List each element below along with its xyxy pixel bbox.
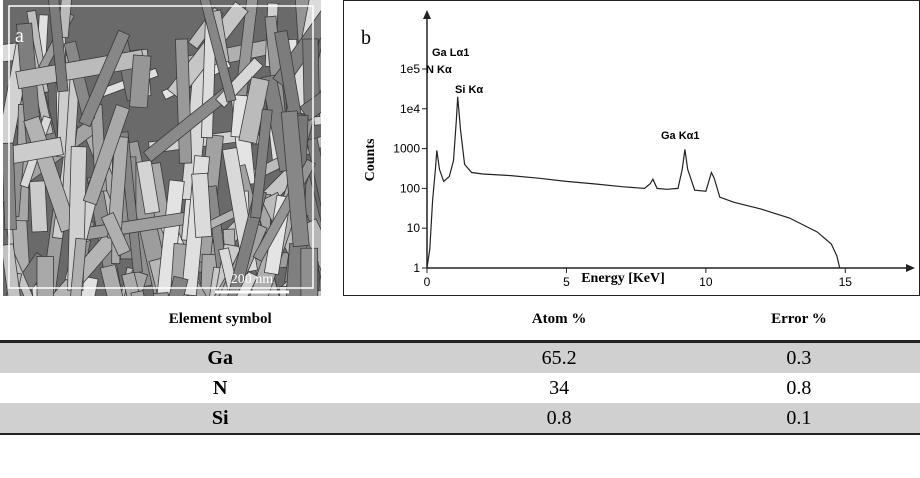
nanorod [155,179,185,296]
x-axis-arrow [906,264,915,272]
table-cell: 0.1 [677,403,920,435]
nanorod [190,271,259,296]
spectrum-line [426,96,841,269]
y-tick-label: 1000 [393,142,420,156]
panel-label: a [15,25,24,47]
column-header: Error % [677,298,920,343]
scale-bar-label: 200 nm [231,272,274,287]
nanorod [130,290,162,296]
table-cell: 0.3 [677,341,920,373]
table-cell: 0.8 [786,376,812,399]
nanorod [191,172,213,238]
nanorod [139,275,189,296]
nanorod [57,275,99,296]
table-row: Ga 65.2 0.3 [0,341,920,373]
peak-label: Ga Lα1 [432,47,469,59]
table-cell: 65.2 [440,341,678,373]
peak-label: Si Kα [455,84,483,96]
nanorod [29,180,48,233]
y-tick-label: 1e4 [400,102,420,116]
element-symbol: N [212,376,228,399]
nanorod [65,237,87,296]
x-tick-label: 5 [563,275,570,289]
edx-chart: b 1 10 100 1000 1e4 1e5 0 5 10 15 Energy [KeV] Coun… [343,0,920,296]
nanorod [47,0,69,93]
nanorod [250,108,273,219]
panel-frame [343,0,920,296]
nanorod [280,110,310,248]
nanorod [82,104,130,206]
y-axis-label: Counts [363,138,378,181]
nanorod [299,72,321,122]
nanorod [78,29,131,128]
column-header: Atom % [440,298,678,343]
header-row: Element symbol Atom % Error % [0,298,920,343]
nanorod [300,247,319,296]
peak-label: Ga Kα1 [661,130,700,142]
x-tick-label: 15 [839,275,853,289]
x-axis-label: Energy [KeV] [581,271,665,286]
table-cell: 0.8 [440,403,678,435]
peak-label: N Kα [426,64,452,76]
y-axis-arrow [423,10,431,19]
nanorod [221,280,321,296]
y-tick-label: 1 [413,261,420,275]
element-symbol: Ga [0,341,441,373]
column-header: Element symbol [0,298,441,343]
y-tick-label: 100 [400,181,420,195]
table-row: Si 0.8 0.1 [0,403,920,435]
x-tick-label: 10 [699,275,713,289]
composition-table: Element symbol Atom % Error % Ga 65.2 0.3 N 34… [0,298,920,435]
nanorod [100,211,131,257]
nanorod [3,243,26,296]
nanorod [121,271,165,296]
y-tick-label: 1e5 [400,62,420,76]
nanorod [279,286,292,296]
table-cell: 34 [549,376,570,399]
element-symbol: Si [0,403,441,435]
panel-label: b [361,27,371,49]
x-tick-label: 0 [424,275,431,289]
nanorod [136,159,161,215]
nanorod [129,54,152,109]
sem-image: a 200 nm [3,0,321,296]
table-row: N 34 0.8 [0,373,920,403]
nanorod [36,256,54,296]
image-frame [8,5,314,289]
nanorod [152,292,176,296]
nanorod [199,0,237,103]
y-tick-label: 10 [407,221,421,235]
